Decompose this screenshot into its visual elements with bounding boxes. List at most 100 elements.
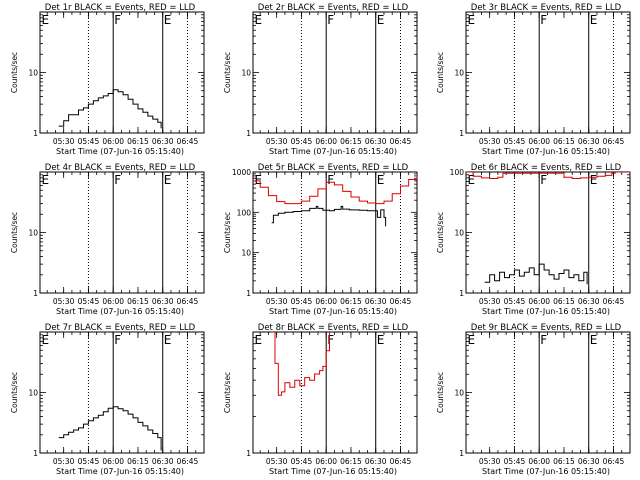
marker-label-e: E bbox=[255, 173, 263, 187]
x-tick-label: 06:00 bbox=[315, 137, 337, 146]
x-tick-label: 05:45 bbox=[504, 137, 526, 146]
y-tick-label: 10 bbox=[454, 69, 464, 78]
y-tick-label: 10 bbox=[28, 69, 38, 78]
panel-title: Det 2r BLACK = Events, RED = LLD bbox=[258, 3, 409, 13]
plot-frame bbox=[39, 171, 205, 294]
x-tick-label: 06:45 bbox=[177, 457, 199, 466]
marker-label-e: E bbox=[377, 13, 385, 27]
marker-label-f: F bbox=[114, 13, 121, 27]
marker-label-e: E bbox=[164, 13, 172, 27]
marker-label-e: E bbox=[164, 333, 172, 347]
plot-frame bbox=[465, 331, 631, 454]
marker-label-e: E bbox=[468, 13, 476, 27]
y-tick-label: 1 bbox=[33, 289, 38, 298]
plot-frame bbox=[252, 171, 418, 294]
x-axis-label: Start Time (07-Jun-16 05:15:40) bbox=[482, 147, 610, 156]
x-tick-label: 05:30 bbox=[53, 297, 75, 306]
plot-frame bbox=[252, 331, 418, 454]
x-tick-label: 06:30 bbox=[578, 457, 600, 466]
y-tick-label: 1 bbox=[459, 129, 464, 138]
x-tick-label: 06:15 bbox=[340, 297, 362, 306]
panel-1: Det 1r BLACK = Events, RED = LLD 1 10 05:30… bbox=[10, 3, 205, 156]
marker-label-f: F bbox=[327, 333, 334, 347]
y-axis-label: Counts/sec bbox=[223, 212, 232, 253]
x-axis-label: Start Time (07-Jun-16 05:15:40) bbox=[269, 147, 397, 156]
panel-7: Det 7r BLACK = Events, RED = LLD 1 10 05:30… bbox=[10, 323, 205, 476]
marker-label-e: E bbox=[590, 13, 598, 27]
panel-title: Det 1r BLACK = Events, RED = LLD bbox=[45, 3, 196, 13]
marker-label-f: F bbox=[327, 13, 334, 27]
x-tick-label: 05:45 bbox=[78, 297, 100, 306]
panel-2: Det 2r BLACK = Events, RED = LLD 1 10 05:30… bbox=[223, 3, 418, 156]
x-tick-label: 05:30 bbox=[53, 137, 75, 146]
x-axis-label: Start Time (07-Jun-16 05:15:40) bbox=[56, 147, 184, 156]
x-axis-label: Start Time (07-Jun-16 05:15:40) bbox=[269, 467, 397, 476]
x-tick-label: 05:45 bbox=[291, 137, 313, 146]
plot-frame bbox=[465, 11, 631, 134]
x-tick-label: 06:15 bbox=[553, 137, 575, 146]
marker-label-e: E bbox=[42, 13, 50, 27]
panel-title: Det 9r BLACK = Events, RED = LLD bbox=[471, 323, 622, 333]
y-tick-label: 1000 bbox=[232, 168, 251, 177]
y-tick-label: 10 bbox=[241, 249, 251, 258]
marker-label-e: E bbox=[377, 173, 385, 187]
y-tick-label: 1 bbox=[459, 289, 464, 298]
x-tick-label: 06:30 bbox=[152, 297, 174, 306]
x-tick-label: 05:30 bbox=[479, 457, 501, 466]
x-tick-label: 06:30 bbox=[365, 457, 387, 466]
panel-title: Det 8r BLACK = Events, RED = LLD bbox=[258, 323, 409, 333]
y-tick-label: 10 bbox=[454, 229, 464, 238]
plot-frame bbox=[252, 11, 418, 134]
events-series-line bbox=[58, 406, 162, 451]
x-tick-label: 06:00 bbox=[528, 457, 550, 466]
marker-label-e: E bbox=[377, 333, 385, 347]
x-tick-label: 05:30 bbox=[266, 297, 288, 306]
x-tick-label: 06:00 bbox=[528, 297, 550, 306]
panel-title: Det 7r BLACK = Events, RED = LLD bbox=[45, 323, 196, 333]
x-tick-label: 06:45 bbox=[390, 457, 412, 466]
y-tick-label: 1 bbox=[246, 129, 251, 138]
x-tick-label: 06:00 bbox=[315, 457, 337, 466]
x-axis-label: Start Time (07-Jun-16 05:15:40) bbox=[269, 307, 397, 316]
panel-3: Det 3r BLACK = Events, RED = LLD 1 10 05:30… bbox=[436, 3, 631, 156]
x-tick-label: 05:30 bbox=[479, 297, 501, 306]
marker-label-f: F bbox=[114, 173, 121, 187]
x-tick-label: 06:00 bbox=[102, 457, 124, 466]
lld-series-line bbox=[271, 332, 330, 396]
marker-label-e: E bbox=[468, 333, 476, 347]
marker-label-e: E bbox=[255, 13, 263, 27]
events-series-line bbox=[58, 89, 162, 129]
panel-5: Det 5r BLACK = Events, RED = LLD 1 10 100 10… bbox=[223, 163, 418, 316]
lld-series-line bbox=[466, 172, 630, 179]
x-tick-label: 06:15 bbox=[127, 457, 149, 466]
panel-6: Det 6r BLACK = Events, RED = LLD 1 10 100 05… bbox=[436, 163, 631, 316]
x-axis-label: Start Time (07-Jun-16 05:15:40) bbox=[482, 307, 610, 316]
marker-label-e: E bbox=[42, 333, 50, 347]
x-tick-label: 06:00 bbox=[102, 137, 124, 146]
x-tick-label: 06:00 bbox=[528, 137, 550, 146]
series-group bbox=[253, 172, 417, 227]
series-group bbox=[58, 89, 162, 129]
x-tick-label: 06:45 bbox=[603, 457, 625, 466]
y-axis-label: Counts/sec bbox=[436, 212, 445, 253]
x-tick-label: 06:00 bbox=[102, 297, 124, 306]
series-group bbox=[466, 172, 630, 285]
y-tick-label: 10 bbox=[454, 389, 464, 398]
panel-9: Det 9r BLACK = Events, RED = LLD 1 10 05:30… bbox=[436, 323, 631, 476]
marker-label-f: F bbox=[540, 13, 547, 27]
lld-series-line bbox=[253, 172, 417, 205]
panel-title: Det 4r BLACK = Events, RED = LLD bbox=[45, 163, 196, 173]
x-tick-label: 05:45 bbox=[78, 137, 100, 146]
y-tick-label: 1 bbox=[246, 449, 251, 458]
x-tick-label: 06:15 bbox=[553, 457, 575, 466]
y-axis-label: Counts/sec bbox=[223, 52, 232, 93]
events-series-line bbox=[271, 205, 387, 227]
x-tick-label: 06:15 bbox=[127, 137, 149, 146]
x-tick-label: 06:15 bbox=[127, 297, 149, 306]
x-tick-label: 06:45 bbox=[177, 137, 199, 146]
panel-4: Det 4r BLACK = Events, RED = LLD 1 10 05:30… bbox=[10, 163, 205, 316]
marker-label-e: E bbox=[164, 173, 172, 187]
y-axis-label: Counts/sec bbox=[223, 372, 232, 413]
y-axis-label: Counts/sec bbox=[10, 372, 19, 413]
